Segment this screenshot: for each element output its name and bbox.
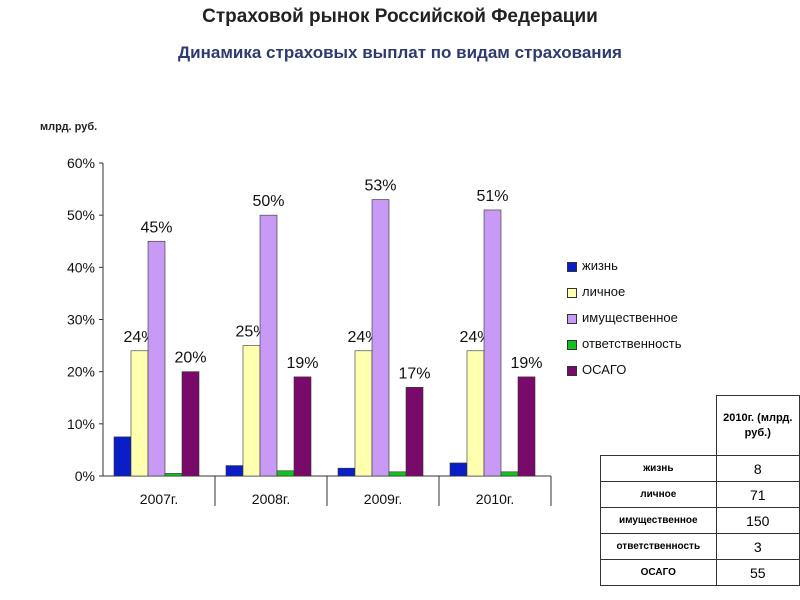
legend-label-life: жизнь	[582, 258, 618, 273]
data-label: 19%	[510, 355, 542, 372]
table-row-label: ответственность	[600, 533, 717, 560]
bar-личное	[242, 345, 261, 477]
y-tick-label: 10%	[67, 416, 95, 432]
legend-swatch-life	[567, 262, 577, 272]
data-label: 51%	[476, 188, 508, 205]
bar-жизнь	[113, 436, 132, 477]
table-row: имущественное 150	[600, 507, 800, 534]
table-row-label: личное	[600, 481, 717, 508]
bar-имущественное	[483, 209, 502, 477]
data-label: 24%	[123, 329, 155, 346]
bar-жизнь	[225, 465, 244, 477]
bar-имущественное	[371, 199, 390, 477]
bar-личное	[466, 350, 485, 477]
bar-ответственность	[500, 471, 519, 477]
data-label: 17%	[398, 365, 430, 382]
bar-имущественное	[259, 214, 278, 477]
legend-swatch-osago	[567, 366, 577, 376]
table-header-cell: 2010г. (млрд. руб.)	[715, 395, 800, 456]
bar-ответственность	[276, 470, 295, 477]
bar-ответственность	[164, 473, 183, 477]
bar-жизнь	[337, 467, 356, 477]
legend-label-osago: ОСАГО	[582, 362, 627, 377]
table-row-value: 3	[715, 533, 800, 560]
bar-ОСАГО	[405, 387, 424, 477]
data-label: 50%	[252, 193, 284, 210]
table-row-value: 8	[715, 455, 800, 482]
table-row-label: жизнь	[600, 455, 717, 482]
table-row: ОСАГО 55	[600, 559, 800, 586]
data-label: 45%	[140, 219, 172, 236]
data-label: 24%	[347, 329, 379, 346]
table-header-text: 2010г. (млрд. руб.)	[723, 411, 793, 439]
data-label: 20%	[174, 350, 206, 367]
bar-жизнь	[449, 462, 468, 477]
table-row-value: 71	[715, 481, 800, 508]
data-label: 24%	[459, 329, 491, 346]
x-tick-label: 2007г.	[140, 491, 178, 507]
legend-label-property: имущественное	[582, 310, 678, 325]
table-row: жизнь 8	[600, 455, 800, 482]
y-tick-label: 30%	[67, 312, 95, 328]
y-tick-label: 50%	[67, 207, 95, 223]
y-tick-label: 60%	[67, 155, 95, 171]
legend-label-liability: ответственность	[582, 336, 682, 351]
table-row-label: имущественное	[600, 507, 717, 534]
table-row-label: ОСАГО	[600, 559, 717, 586]
table-header-row: 2010г. (млрд. руб.)	[600, 395, 800, 456]
unit-label: млрд. руб.	[40, 121, 98, 133]
data-label: 19%	[286, 355, 318, 372]
bar-имущественное	[147, 240, 166, 477]
legend-swatch-liability	[567, 340, 577, 350]
table-row: ответственность 3	[600, 533, 800, 560]
x-tick-label: 2010г.	[476, 491, 514, 507]
bar-ОСАГО	[293, 376, 312, 477]
bar-ответственность	[388, 471, 407, 477]
x-tick-label: 2009г.	[364, 491, 402, 507]
bar-ОСАГО	[517, 376, 536, 477]
bar-личное	[354, 350, 373, 477]
table-row-value: 150	[715, 507, 800, 534]
legend-label-personal: личное	[582, 284, 626, 299]
legend-swatch-personal	[567, 288, 577, 298]
bar-личное	[130, 350, 149, 477]
page-title: Страховой рынок Российской Федерации	[202, 6, 598, 27]
bar-ОСАГО	[181, 371, 200, 477]
page-subtitle: Динамика страховых выплат по видам страх…	[178, 43, 622, 62]
payments-table: 2010г. (млрд. руб.) жизнь 8 личное 71 им…	[600, 395, 800, 586]
x-tick-label: 2008г.	[252, 491, 290, 507]
table-corner-cell	[600, 395, 717, 456]
y-tick-label: 0%	[75, 468, 95, 484]
table-row: личное 71	[600, 481, 800, 508]
legend-swatch-property	[567, 314, 577, 324]
y-tick-label: 40%	[67, 259, 95, 275]
table-row-value: 55	[715, 559, 800, 586]
data-label: 53%	[364, 178, 396, 195]
data-label: 25%	[235, 324, 267, 341]
y-tick-label: 20%	[67, 364, 95, 380]
